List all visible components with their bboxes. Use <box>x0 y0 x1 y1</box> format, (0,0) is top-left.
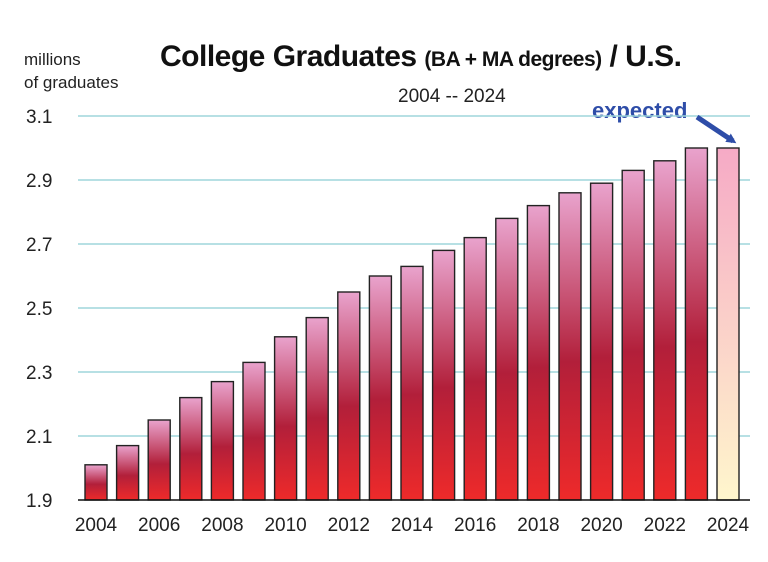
x-tick-label: 2008 <box>201 515 243 536</box>
y-tick-label: 1.9 <box>26 491 52 512</box>
bar-2017 <box>495 217 519 501</box>
bar-2005 <box>115 444 140 501</box>
bar-2012 <box>337 291 361 501</box>
bar-2016 <box>463 236 487 501</box>
bar-2011 <box>305 316 329 501</box>
bar-2014 <box>400 265 424 501</box>
y-axis-label: millions of graduates <box>24 48 119 94</box>
bar-2024 <box>716 147 740 501</box>
x-tick-label: 2014 <box>391 515 434 536</box>
chart-title-main: College Graduates <box>160 40 417 73</box>
x-axis-ticks: 2004 2006 2008 2010 2012 2014 2016 2018 2020 2022… <box>75 515 750 536</box>
x-tick-label: 2020 <box>580 515 622 536</box>
x-tick-label: 2022 <box>644 515 686 536</box>
chart-title-end: / U.S. <box>609 40 683 73</box>
chart-title: College Graduates (BA + MA degrees) / U.… <box>160 40 682 74</box>
expected-annotation: expected <box>592 98 688 123</box>
bar-2015 <box>431 249 456 501</box>
x-tick-label: 2012 <box>328 515 370 536</box>
bar-2007 <box>179 396 203 501</box>
annotation-arrow <box>695 114 737 144</box>
bars-group <box>84 147 740 501</box>
bar-2022 <box>653 160 677 501</box>
y-tick-label: 2.3 <box>26 363 52 384</box>
bar-2010 <box>273 336 298 501</box>
x-tick-label: 2004 <box>75 515 118 536</box>
y-axis-ticks: 1.9 2.1 2.3 2.5 2.7 2.9 3.1 <box>26 107 52 512</box>
bar-2004 <box>84 464 108 501</box>
y-tick-label: 2.7 <box>26 235 52 256</box>
bar-2018 <box>526 204 551 501</box>
x-tick-label: 2018 <box>517 515 559 536</box>
bar-2009 <box>242 361 266 501</box>
chart-title-sub: (BA + MA degrees) <box>424 48 602 71</box>
y-tick-label: 2.1 <box>26 427 52 448</box>
bar-2020 <box>589 182 614 501</box>
x-tick-label: 2006 <box>138 515 180 536</box>
bar-2006 <box>147 419 171 501</box>
bar-2008 <box>210 380 235 501</box>
y-tick-label: 3.1 <box>26 107 52 128</box>
x-tick-label: 2024 <box>707 515 750 536</box>
bar-2019 <box>558 192 582 501</box>
x-tick-label: 2016 <box>454 515 496 536</box>
bar-2013 <box>368 275 393 501</box>
y-axis-label-line1: millions <box>24 50 81 69</box>
y-tick-label: 2.5 <box>26 299 52 320</box>
bar-2021 <box>621 169 645 501</box>
y-tick-label: 2.9 <box>26 171 52 192</box>
bar-2023 <box>684 147 709 501</box>
chart-subtitle: 2004 -- 2024 <box>398 86 506 107</box>
y-axis-label-line2: of graduates <box>24 73 119 92</box>
x-tick-label: 2010 <box>264 515 306 536</box>
